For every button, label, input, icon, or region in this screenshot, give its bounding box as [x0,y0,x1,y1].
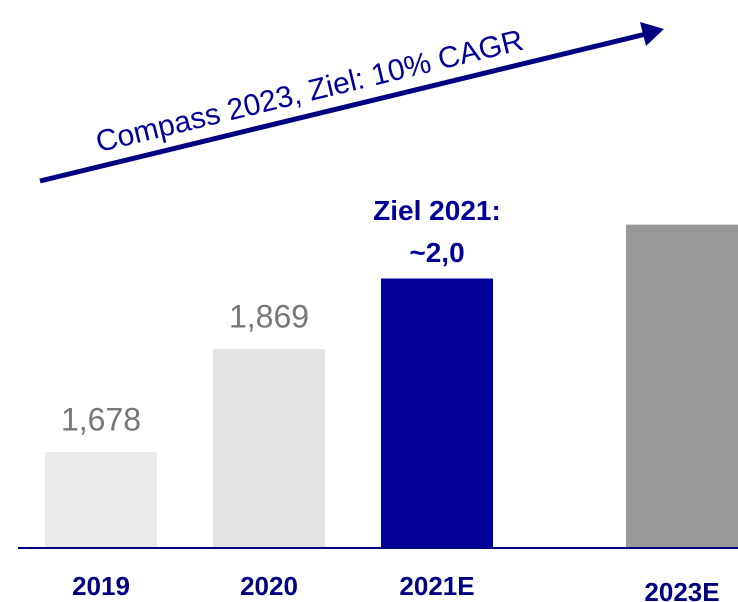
bar [626,224,738,548]
x-tick-label: 2023E [644,577,719,602]
value-label: 1,869 [229,299,309,335]
x-tick-label: 2019 [72,571,130,601]
arrow-label: Compass 2023, Ziel: 10% CAGR [93,24,527,159]
bar [45,452,157,548]
annotation: Ziel 2021: [373,195,501,226]
bar [381,278,493,548]
x-tick-label: 2021E [399,571,474,601]
x-tick-label: 2020 [240,571,298,601]
bar [213,349,325,548]
arrow-head [640,22,664,46]
arrow-shaft [39,31,647,184]
annotation: ~2,0 [409,237,464,268]
value-label: 1,678 [61,402,141,438]
